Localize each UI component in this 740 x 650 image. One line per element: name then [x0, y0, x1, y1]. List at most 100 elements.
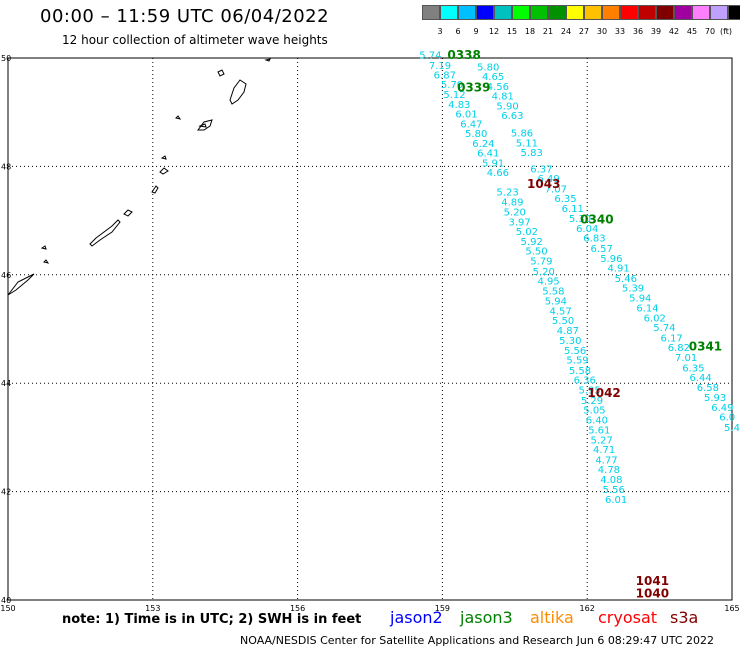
wave-height-value: 5.50: [552, 316, 574, 327]
wave-height-value: 5.30: [559, 336, 581, 347]
coastline-island: [151, 185, 159, 194]
wave-height-value: 4.56: [487, 82, 509, 93]
wave-height-value: 4.57: [550, 306, 572, 317]
wave-height-value: 6.47: [460, 119, 482, 130]
wave-height-value: 5.61: [588, 426, 610, 437]
pass-id-label: 1041: [636, 574, 669, 588]
wave-height-value: 5.05: [583, 406, 605, 417]
wave-height-value: 5.83: [521, 148, 543, 159]
wave-height-value: 5.11: [516, 138, 538, 149]
colorbar-swatch: [584, 5, 602, 20]
pass-id-label: 0339: [457, 81, 490, 95]
wave-height-value: 5.4: [724, 423, 740, 434]
satellite-legend-altika: altika: [530, 608, 574, 627]
colorbar-swatch: [530, 5, 548, 20]
wave-height-value: 6.02: [644, 313, 666, 324]
wave-height-value: 4.87: [557, 326, 579, 337]
colorbar-swatch: [692, 5, 710, 20]
wave-height-value: 5.86: [511, 129, 533, 140]
wave-height-value: 6.41: [477, 149, 499, 160]
satellite-legend-s3a: s3a: [670, 608, 699, 627]
satellite-legend-cryosat: cryosat: [598, 608, 658, 627]
colorbar-swatch: [728, 5, 740, 20]
colorbar-swatch: [566, 5, 584, 20]
longitude-tick-label: 150: [0, 604, 15, 613]
wave-height-value: 5.23: [496, 188, 518, 199]
wave-height-value: 4.65: [482, 72, 504, 83]
coastline-island: [7, 273, 35, 296]
wave-height-value: 6.83: [583, 234, 605, 245]
wave-height-value: 6.01: [605, 495, 627, 506]
coastline-island: [89, 219, 121, 247]
wave-height-value: 5.74: [653, 323, 675, 334]
wave-height-value: 5.80: [465, 129, 487, 140]
coastline-island: [159, 167, 169, 175]
pass-id-label: 1043: [527, 177, 560, 191]
footer-note: note: 1) Time is in UTC; 2) SWH is in fe…: [62, 612, 362, 627]
wave-height-value: 4.78: [598, 465, 620, 476]
wave-height-value: 5.95: [578, 385, 600, 396]
colorbar-label: 18: [524, 27, 536, 36]
colorbar-swatch: [440, 5, 458, 20]
pass-id-label: 0340: [580, 212, 613, 226]
wave-height-value: 5.94: [629, 293, 651, 304]
pass-id-label: 0341: [689, 340, 722, 354]
wave-height-value: 6.49: [537, 174, 559, 185]
wave-height-value: 5.27: [591, 435, 613, 446]
wave-height-value: 5.02: [516, 227, 538, 238]
wave-height-value: 4.71: [593, 445, 615, 456]
coastline-island: [40, 245, 47, 250]
wave-height-value: 4.95: [537, 277, 559, 288]
colorbar-swatch: [476, 5, 494, 20]
pass-id-label: 1040: [636, 586, 669, 600]
wave-height-value: 4.81: [492, 92, 514, 103]
wave-height-value: 4.89: [501, 197, 523, 208]
wave-height-value: 5.91: [482, 158, 504, 169]
wave-height-value: 5.92: [521, 237, 543, 248]
colorbar-label: 27: [578, 27, 590, 36]
satellite-legend-jason2: jason2: [390, 608, 443, 627]
wave-height-value: 5.20: [533, 267, 555, 278]
colorbar-label: 45: [686, 27, 698, 36]
map-title: 00:00 – 11:59 UTC 06/04/2022: [40, 6, 330, 27]
colorbar-label: 21: [542, 27, 554, 36]
wave-height-value: 4.91: [607, 264, 629, 275]
coastline-island: [175, 115, 182, 120]
wave-height-value: 5.59: [566, 356, 588, 367]
wave-height-value: 6.24: [472, 139, 494, 150]
wave-height-value: 6.63: [501, 111, 523, 122]
wave-height-value: 7.07: [545, 184, 567, 195]
wave-height-value: 5.70: [441, 80, 463, 91]
latitude-tick-label: 42: [1, 488, 11, 497]
satellite-legend-jason3: jason3: [460, 608, 513, 627]
wave-height-value: 6.17: [661, 333, 683, 344]
longitude-tick-label: 162: [580, 604, 595, 613]
colorbar-label: 15: [506, 27, 518, 36]
wave-height-value: 6.14: [636, 304, 658, 315]
colorbar-label: 9: [473, 27, 479, 36]
wave-height-value: 5.39: [622, 284, 644, 295]
wave-height-value: 6.40: [586, 415, 608, 426]
wave-height-value: 5.29: [581, 396, 603, 407]
colorbar-swatch: [674, 5, 692, 20]
coastline-island: [197, 119, 213, 131]
wave-height-value: 6.35: [554, 194, 576, 205]
footer-credit: NOAA/NESDIS Center for Satellite Applica…: [240, 634, 715, 647]
colorbar-swatch: [620, 5, 638, 20]
pass-id-label: 1042: [587, 386, 620, 400]
longitude-tick-label: 156: [290, 604, 305, 613]
wave-height-value: 6.82: [668, 343, 690, 354]
wave-height-value: 5.12: [443, 90, 465, 101]
colorbar-swatch: [512, 5, 530, 20]
latitude-tick-label: 46: [1, 271, 11, 280]
wave-height-value: 5.58: [569, 366, 591, 377]
wave-height-value: 5.74: [419, 51, 441, 62]
colorbar-swatch: [638, 5, 656, 20]
colorbar-label: 30: [596, 27, 608, 36]
colorbar-label: 42: [668, 27, 680, 36]
colorbar-label: 70: [704, 27, 716, 36]
wave-height-value: 5.50: [525, 247, 547, 258]
wave-height-value: 5.56: [564, 346, 586, 357]
wave-height-value: 6.0: [719, 413, 735, 424]
